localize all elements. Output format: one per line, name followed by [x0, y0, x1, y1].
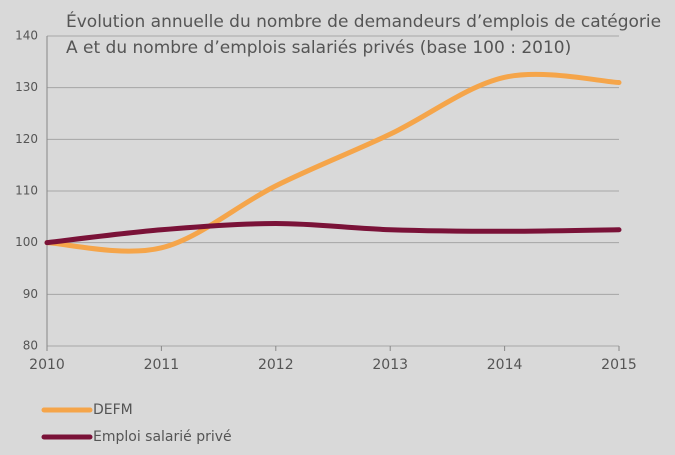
x-tick-label: 2015 [601, 357, 637, 373]
chart-title: Évolution annuelle du nombre de demandeu… [66, 10, 661, 32]
x-tick-label: 2014 [487, 357, 523, 373]
x-tick-label: 2010 [29, 357, 65, 373]
chart-title: A et du nombre d’emplois salariés privés… [66, 38, 571, 58]
legend-label: Emploi salarié privé [93, 429, 232, 445]
line-series [44, 221, 622, 246]
x-tick-label: 2012 [258, 357, 294, 373]
y-tick-label: 110 [15, 184, 38, 198]
y-tick-label: 140 [15, 29, 38, 43]
y-tick-label: 120 [15, 132, 38, 146]
legend-label: DEFM [93, 402, 133, 418]
line-series [44, 71, 622, 254]
y-tick-label: 90 [23, 287, 38, 301]
x-tick-label: 2013 [372, 357, 408, 373]
y-tick-label: 80 [23, 339, 38, 353]
x-tick-label: 2011 [144, 357, 180, 373]
y-tick-label: 130 [15, 80, 38, 94]
y-tick-label: 100 [15, 235, 38, 249]
